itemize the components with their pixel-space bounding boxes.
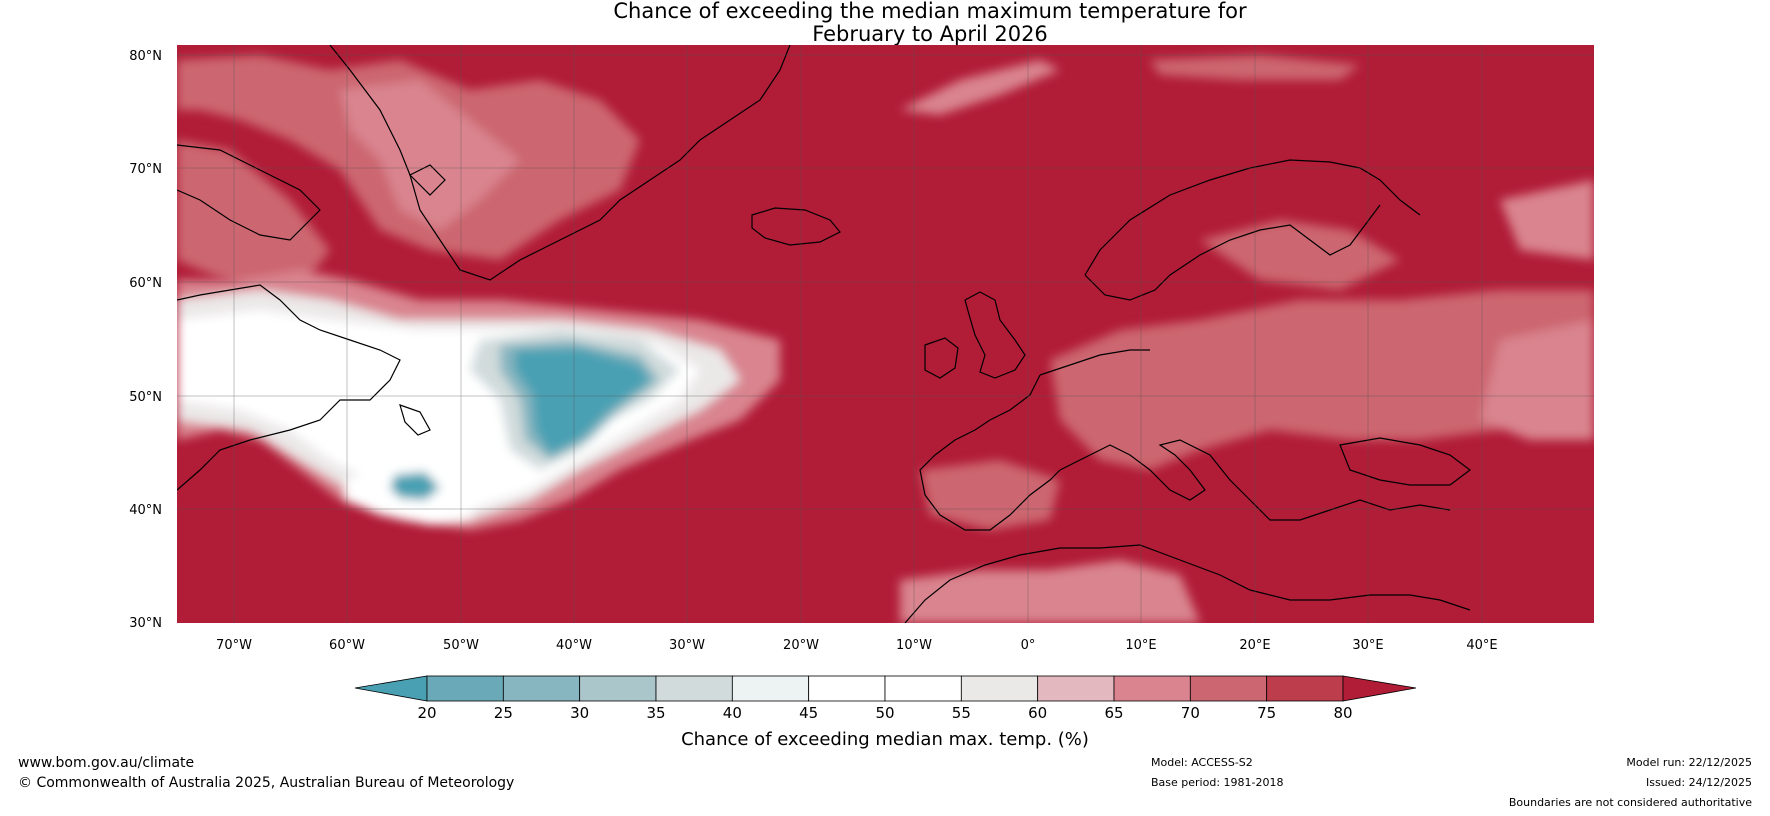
field-canada-70 (177, 140, 330, 290)
graticule (177, 45, 1594, 623)
lon-tick-20e: 20°E (1239, 638, 1270, 653)
colorbar-box-10 (1189, 675, 1268, 702)
lon-tick-30e: 30°E (1352, 638, 1383, 653)
coastline-greenland (329, 45, 791, 281)
lon-tick-30w: 30°W (669, 638, 705, 653)
colorbar-box-2 (579, 675, 657, 702)
footer-issued: Issued: 24/12/2025 (1645, 776, 1752, 789)
coastline-north-africa (904, 544, 1471, 623)
footer-model-run: Model run: 22/12/2025 (1626, 756, 1752, 769)
colorbar-tick-65: 65 (1104, 704, 1123, 722)
coastline-ireland (924, 337, 959, 379)
colorbar-box-0 (426, 675, 504, 702)
coastline-labrador (177, 284, 401, 491)
colorbar-high-extend (1342, 675, 1417, 702)
colorbar: 20 25 30 35 40 45 50 55 60 65 70 75 80 Chance of exc… (354, 675, 1417, 750)
colorbar-tick-75: 75 (1257, 704, 1276, 722)
footer-left: www.bom.gov.au/climate © Commonwealth of… (18, 753, 514, 793)
colorbar-tick-55: 55 (952, 704, 971, 722)
colorbar-title: Chance of exceeding median max. temp. (%… (681, 729, 1089, 750)
footer-url[interactable]: www.bom.gov.au/climate (18, 755, 195, 771)
colorbar-tick-40: 40 (723, 704, 742, 722)
lon-tick-60w: 60°W (329, 638, 365, 653)
lon-tick-40w: 40°W (556, 638, 592, 653)
field-sahara-65 (900, 560, 1200, 623)
colorbar-tick-20: 20 (417, 704, 436, 722)
coastline-mediterranean-north (1059, 439, 1451, 521)
colorbar-box-1 (502, 675, 581, 702)
field-atlantic-south-20 (390, 472, 440, 500)
lon-tick-50w: 50°W (443, 638, 479, 653)
field-eurasia-65 (1480, 320, 1594, 440)
colorbar-tick-60: 60 (1028, 704, 1047, 722)
coastlines (177, 45, 1471, 623)
colorbar-tick-35: 35 (646, 704, 665, 722)
footer-base-period: Base period: 1981-2018 (1151, 776, 1284, 789)
title-line-2: February to April 2026 (812, 22, 1048, 46)
lat-tick-40n: 40°N (129, 503, 162, 518)
coastline-black-sea (1339, 437, 1471, 486)
colorbar-tick-45: 45 (799, 704, 818, 722)
lon-axis: 70°W 60°W 50°W 40°W 30°W 20°W 10°W 0° 10… (216, 638, 1498, 653)
coastline-iberia (919, 374, 1061, 531)
colorbar-box-3 (655, 675, 733, 702)
field-europe-70 (1050, 290, 1594, 470)
colorbar-box-5 (808, 675, 886, 702)
lon-tick-70w: 70°W (216, 638, 252, 653)
field-arctic-65 (900, 60, 1060, 115)
field-scandinavia-70 (1200, 220, 1400, 290)
coastline-baffin (177, 144, 321, 241)
colorbar-box-9 (1113, 675, 1191, 702)
coastline-iceland (751, 207, 841, 246)
colorbar-low-extend (354, 675, 428, 702)
colorbar-tick-80: 80 (1333, 704, 1352, 722)
coastline-newfoundland (399, 404, 431, 436)
lon-tick-10w: 10°W (896, 638, 932, 653)
lon-tick-10e: 10°E (1125, 638, 1156, 653)
lon-tick-0: 0° (1021, 638, 1036, 653)
footer-model: Model: ACCESS-S2 (1151, 756, 1253, 769)
lat-axis: 80°N 70°N 60°N 50°N 40°N 30°N (129, 49, 162, 631)
lat-tick-60n: 60°N (129, 276, 162, 291)
colorbar-tick-30: 30 (570, 704, 589, 722)
coastline-baltic (1084, 204, 1381, 301)
coastline-north-sea (1039, 349, 1150, 376)
field-greenland-65 (340, 80, 520, 230)
map-title: Chance of exceeding the median maximum t… (0, 0, 1770, 46)
lat-tick-70n: 70°N (129, 162, 162, 177)
colorbar-box-6 (884, 675, 962, 702)
lat-tick-50n: 50°N (129, 390, 162, 405)
field-iberia-70 (920, 460, 1060, 530)
coastline-norway (1084, 159, 1421, 276)
lon-tick-40e: 40°E (1466, 638, 1497, 653)
coastline-greenland-island (408, 164, 446, 196)
footer-copyright: © Commonwealth of Australia 2025, Austra… (18, 775, 515, 791)
colorbar-tick-50: 50 (875, 704, 894, 722)
field-atlantic-20 (515, 348, 650, 455)
colorbar-box-8 (1037, 675, 1115, 702)
lon-tick-20w: 20°W (783, 638, 819, 653)
lat-tick-80n: 80°N (129, 49, 162, 64)
colorbar-box-4 (731, 675, 810, 702)
footer-model-info: Model: ACCESS-S2 Base period: 1981-2018 (1151, 753, 1283, 793)
field-russia-65 (1500, 180, 1594, 260)
title-line-1: Chance of exceeding the median maximum t… (613, 0, 1247, 23)
footer-disclaimer: Boundaries are not considered authoritat… (1508, 796, 1752, 809)
colorbar-tick-70: 70 (1181, 704, 1200, 722)
coastline-britain (964, 291, 1026, 379)
colorbar-box-7 (960, 675, 1039, 702)
footer-run-info: Model run: 22/12/2025 Issued: 24/12/2025… (1509, 753, 1752, 813)
probability-field (177, 45, 1594, 623)
colorbar-box-11 (1266, 675, 1344, 702)
lat-tick-30n: 30°N (129, 616, 162, 631)
colorbar-tick-25: 25 (494, 704, 513, 722)
